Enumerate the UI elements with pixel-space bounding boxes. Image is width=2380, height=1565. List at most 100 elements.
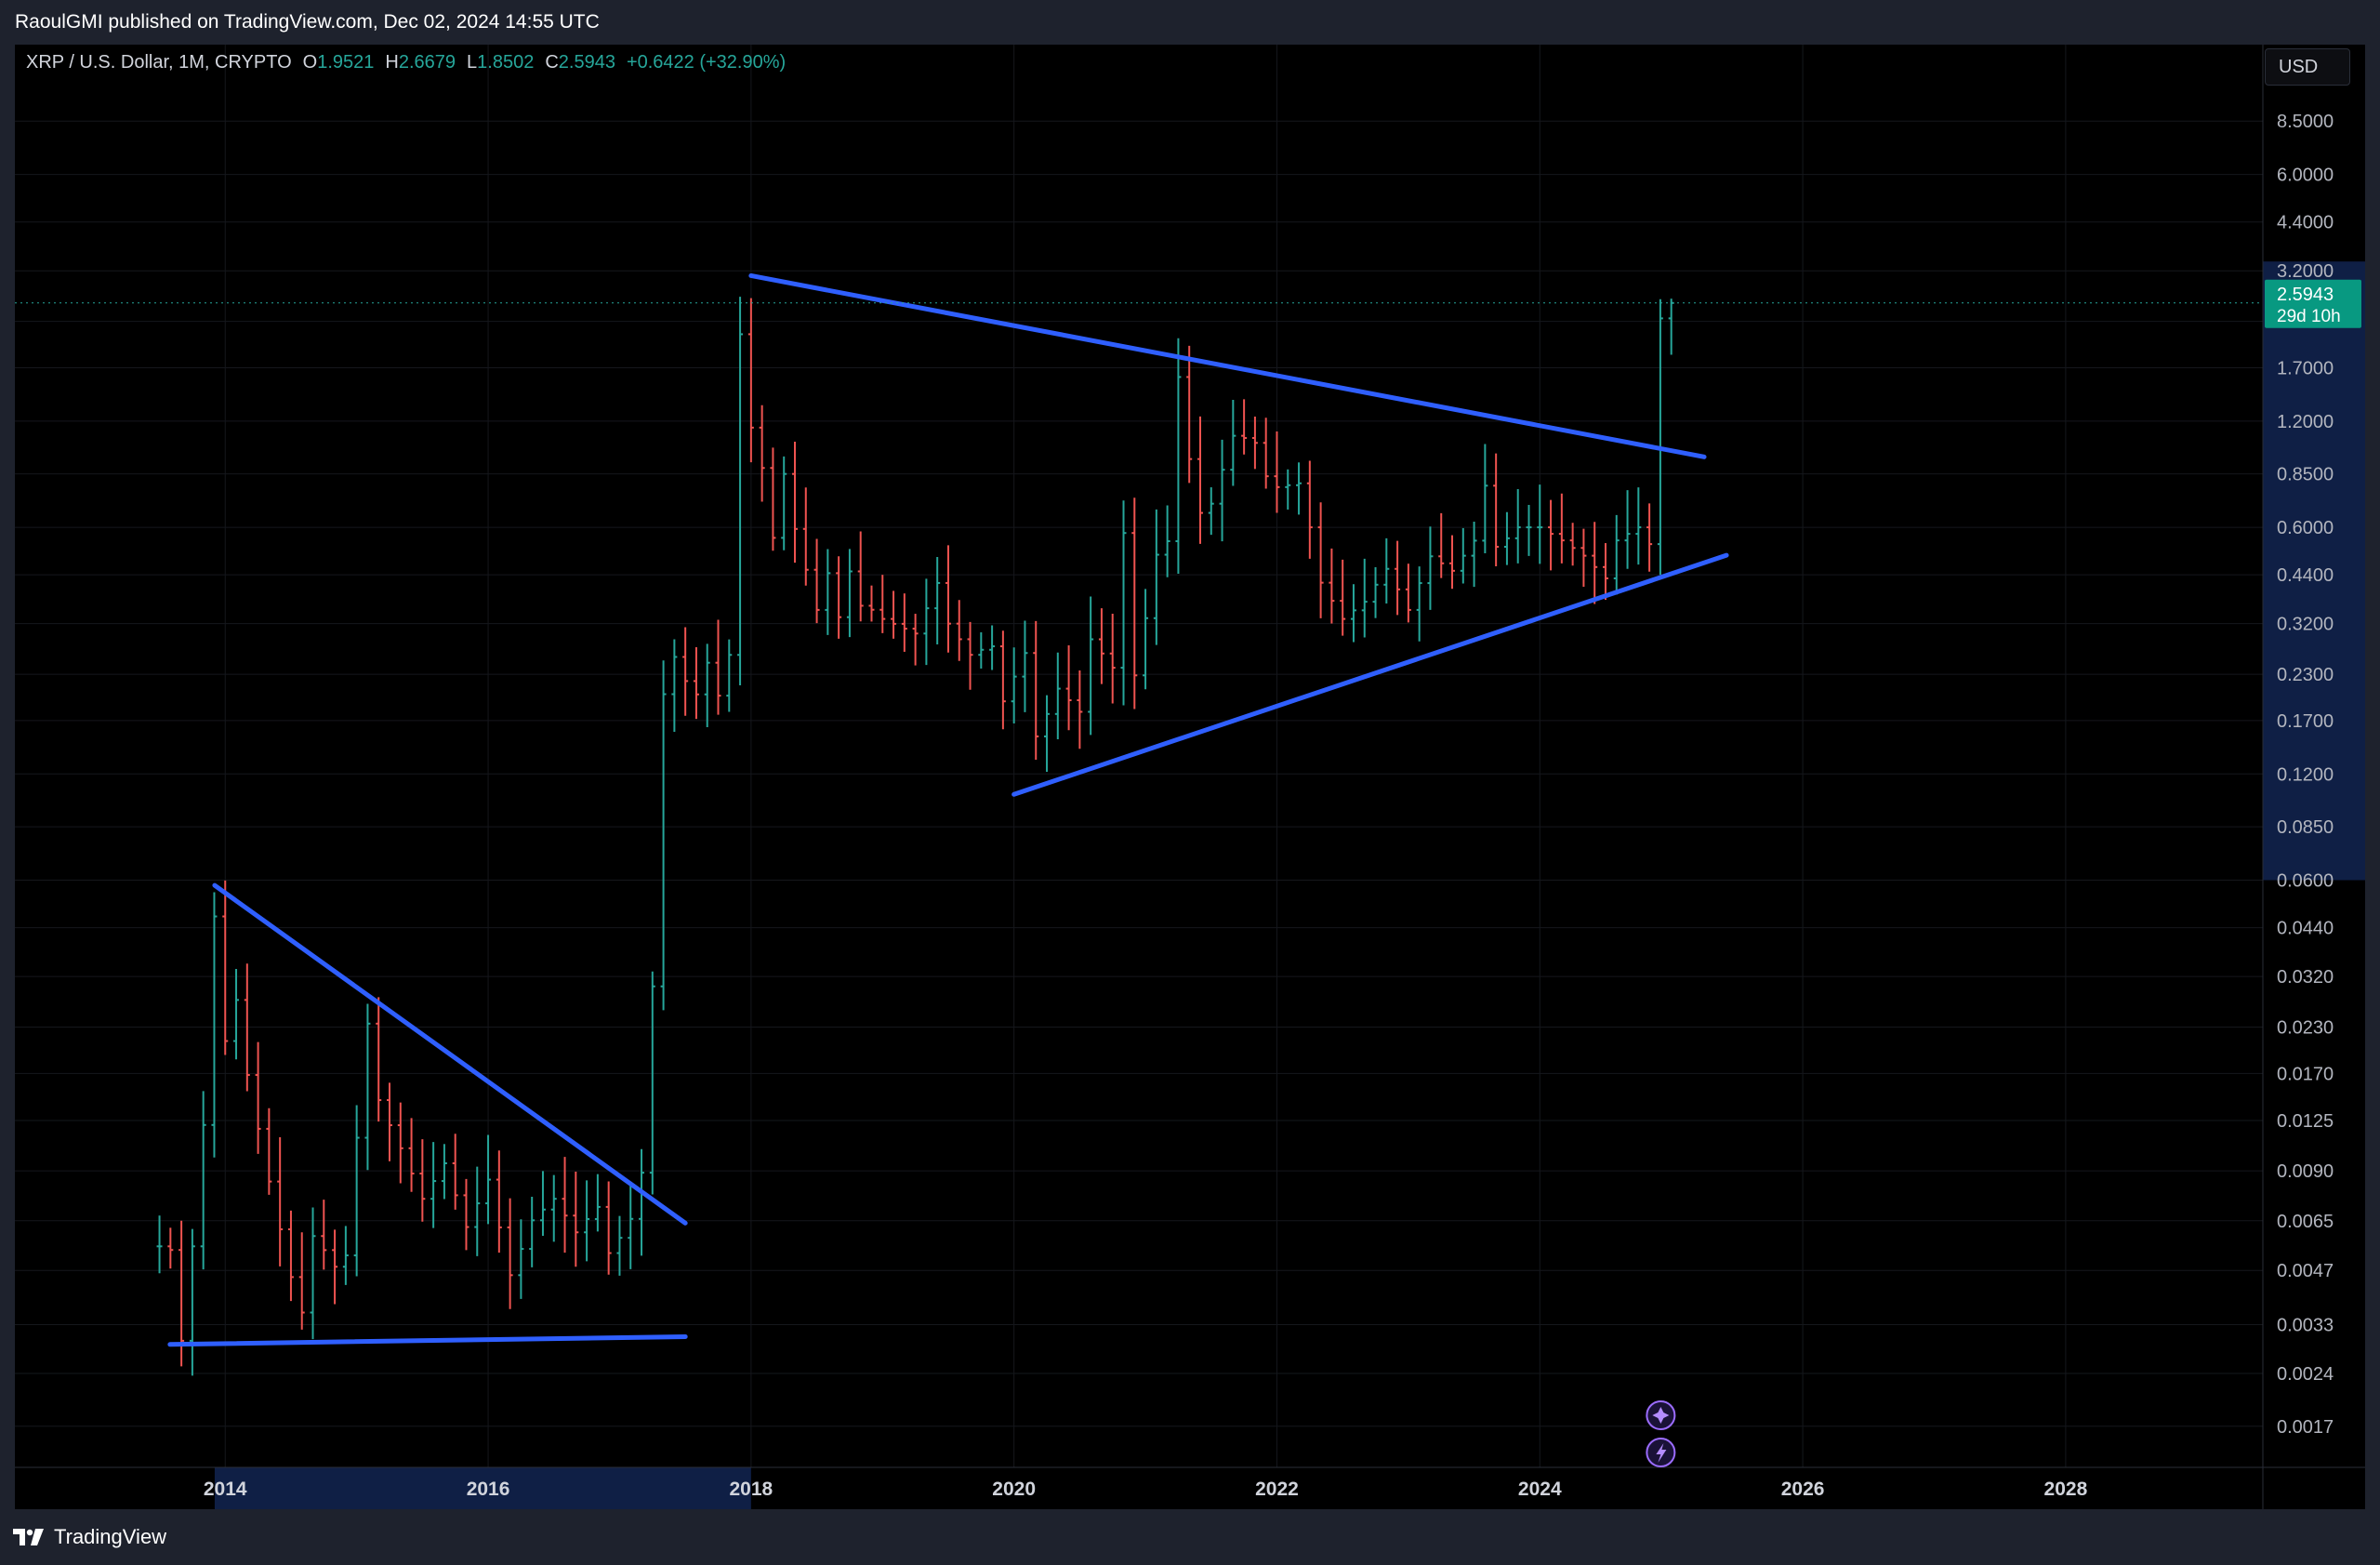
- ohlc-bar: [1044, 695, 1051, 772]
- ohlc-bar: [1131, 497, 1138, 710]
- ohlc-bar: [1186, 345, 1193, 484]
- ohlc-bar: [1164, 505, 1170, 577]
- ohlc-bar: [682, 627, 689, 716]
- ohlc-bar: [693, 647, 699, 720]
- ohlc-bar: [287, 1210, 294, 1302]
- ohlc-bar: [912, 614, 919, 666]
- ohlc-bar: [1317, 502, 1324, 618]
- y-tick-label: 0.6000: [2277, 518, 2334, 538]
- ohlc-bar: [1329, 548, 1335, 624]
- ohlc-bar: [1065, 645, 1072, 731]
- high-value: 2.6679: [398, 52, 456, 73]
- y-tick-label: 0.0033: [2277, 1315, 2334, 1335]
- chart-canvas[interactable]: 8.50006.00004.40003.20002.30001.70001.20…: [15, 45, 2365, 1509]
- y-tick-label: 0.0017: [2277, 1417, 2334, 1438]
- ohlc-bar: [1416, 566, 1422, 642]
- ohlc-bar: [967, 621, 973, 690]
- ohlc-bar: [419, 1139, 426, 1222]
- ohlc-bar: [550, 1174, 557, 1242]
- ohlc-bar: [529, 1197, 536, 1267]
- ohlc-bar: [868, 585, 875, 622]
- ohlc-bar: [1383, 537, 1390, 603]
- low-label: L: [467, 52, 478, 73]
- price-tag: [2265, 279, 2361, 328]
- tradingview-logo-icon[interactable]: [13, 1529, 45, 1545]
- ohlc-bar: [1208, 487, 1214, 536]
- y-tick-label: 0.2300: [2277, 665, 2334, 685]
- ohlc-bar: [1109, 613, 1116, 704]
- y-tick-label: 0.0024: [2277, 1364, 2334, 1385]
- x-tick-label: 2028: [2044, 1479, 2088, 1500]
- published-text: RaoulGMI published on TradingView.com, D…: [15, 11, 600, 33]
- ohlc-bar: [770, 447, 776, 551]
- ohlc-bar: [1175, 338, 1182, 574]
- ohlc-bar: [1285, 469, 1291, 510]
- event-sparkle-glyph: [1652, 1407, 1670, 1424]
- ohlc-bar: [474, 1166, 481, 1256]
- ohlc-bar: [978, 631, 985, 669]
- footer-brand[interactable]: TradingView: [54, 1525, 167, 1548]
- ohlc-bar: [430, 1142, 437, 1228]
- ohlc-bar: [1482, 444, 1488, 553]
- ohlc-bar: [759, 405, 765, 502]
- ohlc-bar: [605, 1181, 612, 1275]
- y-tick-label: 1.7000: [2277, 358, 2334, 378]
- ohlc-bar: [1449, 535, 1456, 590]
- ohlc-bar: [387, 1082, 392, 1161]
- ohlc-bar: [846, 549, 853, 638]
- event-lightning-icon: [1646, 1438, 1676, 1467]
- ohlc-bar: [463, 1178, 469, 1251]
- x-tick-label: 2018: [730, 1479, 774, 1500]
- ohlc-bar: [496, 1150, 502, 1253]
- ohlc-bar: [802, 487, 809, 586]
- ohlc-bar: [594, 1174, 601, 1232]
- ohlc-bar: [825, 549, 831, 635]
- ohlc-bar: [747, 298, 754, 463]
- y-tick-label: 0.0230: [2277, 1018, 2334, 1039]
- event-lightning-glyph: [1656, 1443, 1667, 1463]
- low-value: 1.8502: [477, 52, 535, 73]
- ohlc-bar: [1395, 540, 1401, 616]
- ohlc-bar: [1602, 543, 1608, 601]
- ohlc-bar: [1296, 462, 1302, 515]
- ohlc-bar: [1098, 608, 1104, 684]
- ohlc-bar: [616, 1215, 623, 1276]
- close-value: 2.5943: [558, 52, 615, 73]
- ohlc-bar: [901, 593, 907, 652]
- ohlc-bar: [376, 997, 382, 1122]
- ohlc-bar: [1646, 503, 1653, 572]
- ohlc-bar: [1263, 418, 1269, 489]
- ohlc-bar: [1514, 488, 1521, 564]
- ohlc-bar: [1405, 564, 1411, 623]
- y-tick-label: 0.0125: [2277, 1111, 2334, 1132]
- ohlc-bar: [639, 1148, 645, 1256]
- y-tick-label: 6.0000: [2277, 166, 2334, 186]
- trendline: [748, 272, 1707, 459]
- y-tick-label: 0.0090: [2277, 1161, 2334, 1182]
- ohlc-bar: [934, 557, 941, 644]
- ohlc-bar: [1493, 453, 1500, 567]
- ohlc-bar: [518, 1219, 524, 1299]
- y-axis-highlight: [2263, 261, 2365, 881]
- ohlc-bar: [364, 1003, 371, 1171]
- ohlc-bar: [660, 660, 667, 1011]
- ohlc-bar: [408, 1118, 415, 1192]
- ohlc-bar: [1438, 512, 1445, 578]
- ohlc-bar: [1548, 499, 1554, 571]
- y-tick-label: 4.4000: [2277, 213, 2334, 233]
- ohlc-bar: [891, 590, 897, 639]
- currency-button[interactable]: USD: [2265, 48, 2350, 86]
- chart-area[interactable]: 8.50006.00004.40003.20002.30001.70001.20…: [15, 45, 2365, 1509]
- ohlc-bar: [715, 619, 721, 715]
- ohlc-bar: [813, 538, 820, 624]
- ohlc-bar: [321, 1200, 327, 1270]
- ohlc-bar: [836, 556, 842, 639]
- open-label: O: [302, 52, 318, 73]
- ohlc-bar: [1054, 652, 1061, 740]
- ohlc-bar: [485, 1134, 492, 1225]
- ohlc-bar: [857, 531, 864, 622]
- y-tick-label: 0.1700: [2277, 711, 2334, 732]
- ohlc-bar: [1503, 511, 1510, 565]
- ohlc-bar: [539, 1171, 546, 1236]
- y-tick-label: 0.3200: [2277, 615, 2334, 635]
